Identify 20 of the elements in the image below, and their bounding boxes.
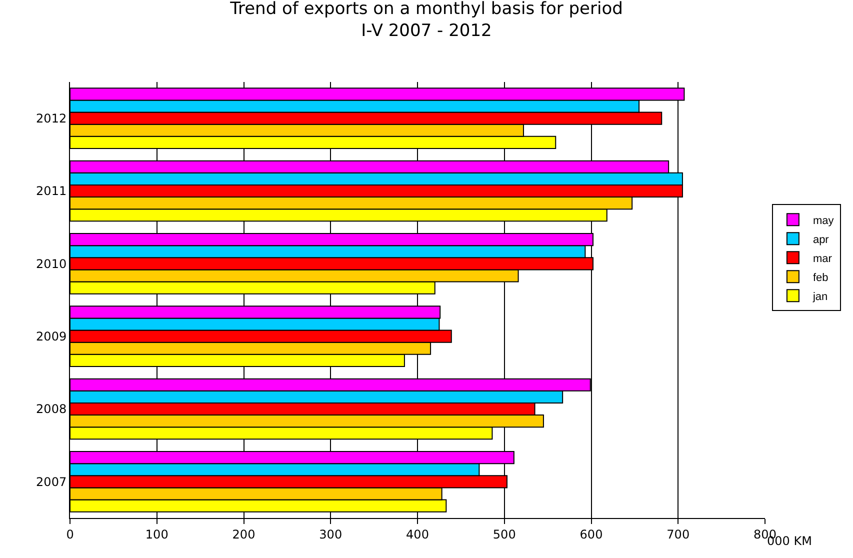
x-tick-label: 300	[319, 527, 342, 542]
x-tick-label: 700	[666, 527, 690, 542]
x-tick-label: 500	[492, 527, 516, 542]
legend-label: jan	[812, 290, 828, 303]
legend-label: may	[812, 214, 834, 227]
y-tick-label: 2008	[36, 402, 67, 416]
x-tick-label: 0	[66, 527, 74, 542]
y-tick-label: 2012	[36, 112, 67, 126]
legend-label: feb	[812, 272, 828, 284]
x-tick-label: 100	[145, 527, 168, 542]
y-tick-label: 2010	[36, 256, 67, 271]
legend-label: apr	[812, 234, 830, 246]
x-tick-label: 400	[406, 527, 429, 542]
chart-title: Trend of exports on a monthyl basis for period I-V 2007 - 2012	[229, 0, 623, 42]
y-tick-label: 2011	[36, 184, 67, 198]
legend-label: mar	[812, 252, 832, 265]
y-tick-label: 2009	[36, 330, 67, 344]
x-tick-label: 600	[580, 527, 603, 542]
y-tick-label: 2007	[36, 474, 67, 489]
x-tick-label: 200	[232, 527, 256, 542]
